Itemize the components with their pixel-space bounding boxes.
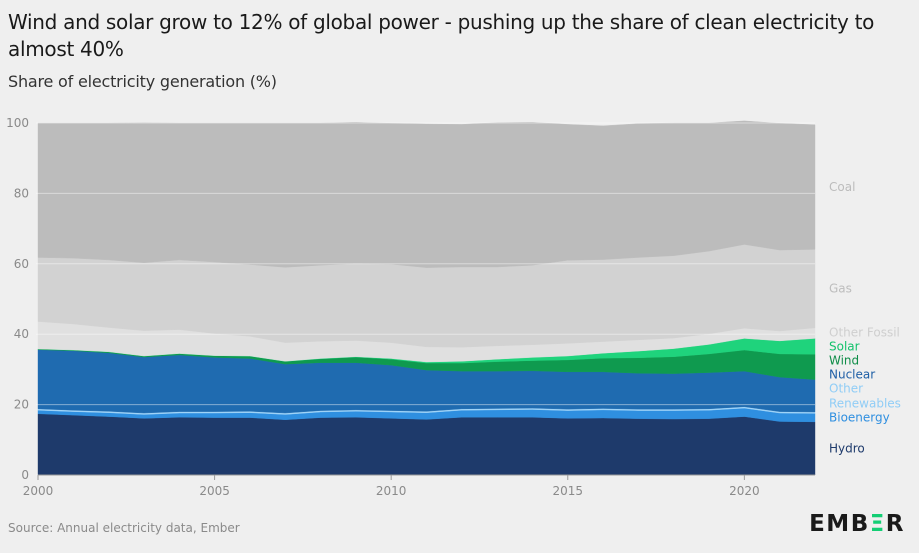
- series-label-hydro: Hydro: [829, 441, 865, 455]
- logo-text-end: R: [885, 511, 905, 537]
- y-tick-label: 100: [6, 116, 29, 130]
- area-hydro: [37, 413, 816, 476]
- area-layer: [37, 120, 816, 476]
- series-label-other-fossil: Other Fossil: [829, 325, 900, 339]
- source-note: Source: Annual electricity data, Ember: [8, 521, 240, 535]
- y-tick-label: 60: [14, 257, 29, 271]
- series-label-solar: Solar: [829, 339, 860, 353]
- y-tick-label: 20: [14, 398, 29, 412]
- area-coal: [37, 120, 816, 268]
- series-label-nuclear: Nuclear: [829, 368, 875, 382]
- series-label-bioenergy: Bioenergy: [829, 411, 890, 425]
- chart-title: Wind and solar grow to 12% of global pow…: [8, 10, 875, 61]
- x-tick-label: 2020: [729, 484, 760, 498]
- x-tick-label: 2015: [552, 484, 583, 498]
- logo-text-start: EMB: [809, 511, 870, 537]
- x-axis-ticks: 2000 2005 2010 2015 2020: [23, 474, 815, 498]
- series-label-coal: Coal: [829, 180, 855, 194]
- ember-logo[interactable]: EMBΞR: [809, 511, 905, 537]
- y-tick-label: 80: [14, 186, 29, 200]
- series-label-other-renewables: Other Renewables: [829, 382, 901, 411]
- series-label-gas: Gas: [829, 282, 852, 296]
- x-tick-label: 2005: [199, 484, 230, 498]
- chart-subtitle: Share of electricity generation (%): [8, 72, 277, 91]
- series-label-wind: Wind: [829, 354, 859, 368]
- y-tick-label: 40: [14, 327, 29, 341]
- x-tick-label: 2010: [376, 484, 407, 498]
- y-axis-ticks: 0 20 40 60 80 100: [6, 116, 29, 482]
- x-tick-label: 2000: [23, 484, 54, 498]
- logo-accent-glyph: Ξ: [869, 511, 886, 537]
- y-tick-label: 0: [21, 468, 29, 482]
